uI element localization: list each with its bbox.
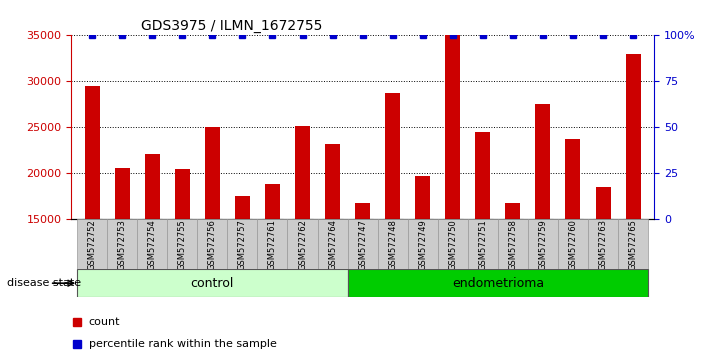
Bar — [626, 54, 641, 354]
FancyBboxPatch shape — [228, 219, 257, 269]
Text: GSM572748: GSM572748 — [388, 219, 397, 270]
Text: percentile rank within the sample: percentile rank within the sample — [89, 339, 277, 349]
Text: GSM572751: GSM572751 — [479, 219, 487, 270]
Text: GSM572761: GSM572761 — [268, 219, 277, 270]
Bar — [265, 184, 280, 354]
FancyBboxPatch shape — [198, 219, 228, 269]
Text: GDS3975 / ILMN_1672755: GDS3975 / ILMN_1672755 — [141, 19, 322, 33]
Text: GSM572747: GSM572747 — [358, 219, 367, 270]
Bar — [355, 203, 370, 354]
Bar — [325, 144, 340, 354]
FancyBboxPatch shape — [77, 219, 107, 269]
Bar — [385, 93, 400, 354]
FancyBboxPatch shape — [468, 219, 498, 269]
FancyBboxPatch shape — [137, 219, 167, 269]
FancyBboxPatch shape — [378, 219, 407, 269]
Text: GSM572753: GSM572753 — [118, 219, 127, 270]
Text: GSM572764: GSM572764 — [328, 219, 337, 270]
Bar — [235, 195, 250, 354]
FancyBboxPatch shape — [348, 269, 648, 297]
Bar — [535, 104, 550, 354]
FancyBboxPatch shape — [77, 269, 348, 297]
Text: GSM572755: GSM572755 — [178, 219, 187, 270]
Text: GSM572754: GSM572754 — [148, 219, 156, 270]
FancyBboxPatch shape — [618, 219, 648, 269]
FancyBboxPatch shape — [558, 219, 588, 269]
Text: GSM572757: GSM572757 — [238, 219, 247, 270]
FancyBboxPatch shape — [287, 219, 318, 269]
FancyBboxPatch shape — [348, 219, 378, 269]
Text: GSM572750: GSM572750 — [448, 219, 457, 270]
Bar — [415, 176, 430, 354]
FancyBboxPatch shape — [107, 219, 137, 269]
Text: GSM572758: GSM572758 — [508, 219, 518, 270]
FancyBboxPatch shape — [528, 219, 558, 269]
Text: endometrioma: endometrioma — [451, 277, 544, 290]
FancyBboxPatch shape — [438, 219, 468, 269]
FancyBboxPatch shape — [167, 219, 198, 269]
Bar — [565, 139, 580, 354]
FancyBboxPatch shape — [407, 219, 438, 269]
FancyBboxPatch shape — [318, 219, 348, 269]
Bar — [175, 169, 190, 354]
Text: GSM572763: GSM572763 — [599, 219, 607, 270]
Text: GSM572749: GSM572749 — [418, 219, 427, 270]
Bar — [145, 154, 160, 354]
Bar — [596, 187, 611, 354]
FancyBboxPatch shape — [498, 219, 528, 269]
Text: GSM572759: GSM572759 — [538, 219, 547, 270]
Bar — [476, 132, 491, 354]
Bar — [205, 127, 220, 354]
Text: GSM572762: GSM572762 — [298, 219, 307, 270]
Text: count: count — [89, 317, 120, 327]
Text: GSM572765: GSM572765 — [629, 219, 638, 270]
FancyBboxPatch shape — [257, 219, 287, 269]
Text: GSM572756: GSM572756 — [208, 219, 217, 270]
FancyBboxPatch shape — [588, 219, 618, 269]
Bar — [295, 126, 310, 354]
Text: control: control — [191, 277, 234, 290]
Bar — [506, 203, 520, 354]
Text: GSM572752: GSM572752 — [87, 219, 97, 270]
Text: GSM572760: GSM572760 — [569, 219, 577, 270]
Bar — [114, 168, 129, 354]
Bar — [85, 86, 100, 354]
Text: disease state: disease state — [7, 278, 81, 288]
Bar — [445, 35, 460, 354]
